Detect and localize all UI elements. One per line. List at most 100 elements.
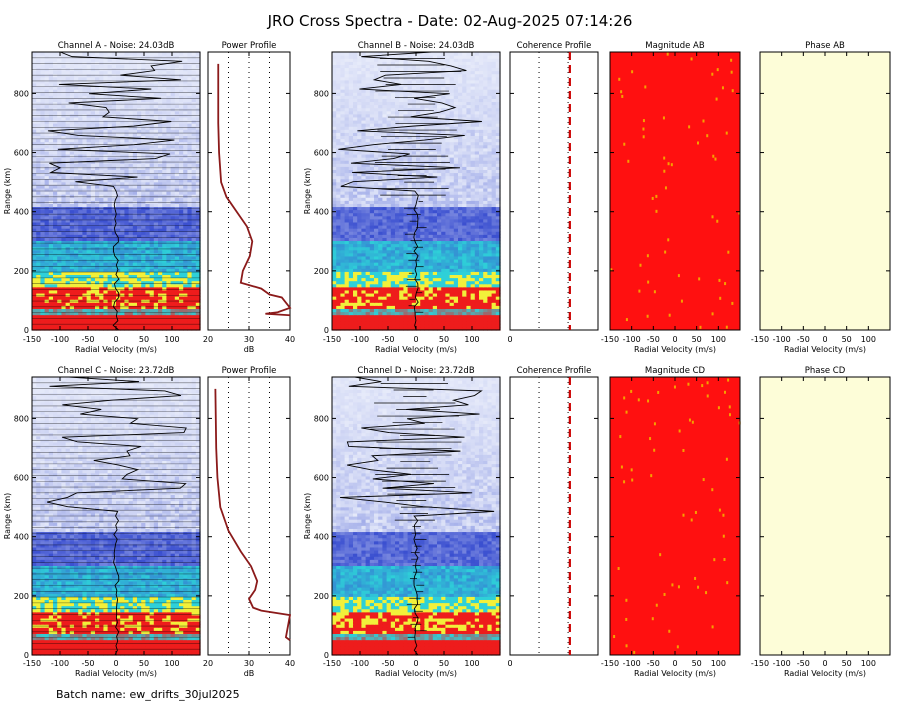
spectra-cell <box>53 320 58 325</box>
spectra-cell <box>183 209 188 214</box>
spectra-cell <box>107 280 113 285</box>
spectra-cell <box>183 292 188 297</box>
spectra-cell <box>78 246 83 251</box>
spectra-cell <box>86 215 92 220</box>
spectra-cell <box>103 283 109 288</box>
spectra-cell <box>103 249 109 254</box>
spectra-cell <box>162 224 167 229</box>
spectra-cell <box>158 268 163 272</box>
spectra-cell <box>48 296 54 300</box>
spectra-cell <box>183 262 188 266</box>
spectra-cell <box>124 240 130 245</box>
spectra-cell <box>69 277 75 282</box>
spectra-cell <box>103 237 109 242</box>
spectra-cell <box>124 249 130 254</box>
spectra-cell <box>166 271 172 275</box>
spectra-cell <box>166 292 172 297</box>
spectra-cell <box>174 234 180 238</box>
spectra-cell <box>74 231 79 235</box>
spectra-cell <box>153 246 159 251</box>
spectra-cell <box>187 296 193 300</box>
spectra-cell <box>61 268 67 272</box>
spectra-cell <box>195 231 201 235</box>
spectra-cell <box>74 52 79 56</box>
spectra-cell <box>158 215 163 220</box>
spectra-cell <box>162 249 167 254</box>
channel-b-panel: Channel B - Noise: 24.03dB-150 -100 -50 0 50… <box>303 41 501 354</box>
spectra-cell <box>32 289 37 294</box>
spectra-cell <box>170 262 176 266</box>
spectra-cell <box>191 228 197 232</box>
spectra-cell <box>174 240 180 245</box>
spectra-cell <box>57 302 62 306</box>
spectra-cell <box>149 286 155 291</box>
spectra-cell <box>65 274 71 279</box>
spectra-cell <box>153 52 159 56</box>
spectra-cell <box>174 292 180 297</box>
spectra-cell <box>69 218 75 223</box>
spectra-cell <box>153 243 159 248</box>
spectra-cell <box>166 265 172 269</box>
spectra-cell <box>124 311 130 316</box>
spectra-cell <box>107 240 113 245</box>
spectra-cell <box>82 258 88 263</box>
spectra-cell <box>36 224 41 229</box>
spectra-cell <box>69 286 75 291</box>
spectra-cell <box>48 289 54 294</box>
spectra-cell <box>36 258 41 263</box>
spectra-cell <box>95 237 100 242</box>
spectra-cell <box>78 231 83 235</box>
spectra-cell <box>166 283 172 288</box>
y-tick-label: 200 <box>14 267 29 276</box>
spectra-cell <box>183 218 188 223</box>
spectra-cell <box>69 221 75 226</box>
spectra-cell <box>141 283 146 288</box>
spectra-cell <box>132 262 138 266</box>
spectra-cell <box>166 323 172 328</box>
spectra-cell <box>111 262 117 266</box>
spectra-cell <box>183 243 188 248</box>
spectra-cell <box>74 258 79 263</box>
spectra-cell <box>40 314 46 319</box>
spectra-cell <box>128 292 134 297</box>
spectra-cell <box>195 326 201 331</box>
spectra-cell <box>166 268 172 272</box>
spectra-cell <box>86 52 92 56</box>
spectra-cell <box>145 246 151 251</box>
spectra-cell <box>111 326 117 331</box>
spectra-cell <box>53 265 58 269</box>
spectra-cell <box>187 224 193 229</box>
spectra-cell <box>44 277 50 282</box>
spectra-cell <box>36 249 41 254</box>
spectra-cell <box>82 314 88 319</box>
spectra-cell <box>187 317 193 322</box>
spectra-cell <box>132 296 138 300</box>
spectra-cell <box>145 221 151 226</box>
spectra-cell <box>191 240 197 245</box>
spectra-cell <box>103 265 109 269</box>
spectra-cell <box>48 323 54 328</box>
spectra-cell <box>99 234 104 238</box>
spectra-cell <box>65 311 71 316</box>
spectra-cell <box>187 308 193 313</box>
spectra-cell <box>166 218 172 223</box>
spectra-cell <box>65 271 71 275</box>
spectra-cell <box>137 218 142 223</box>
spectra-cell <box>103 286 109 291</box>
spectra-cell <box>111 255 117 260</box>
spectra-cell <box>111 258 117 263</box>
spectra-cell <box>162 274 167 279</box>
spectra-cell <box>183 228 188 232</box>
spectra-cell <box>120 292 125 297</box>
spectra-cell <box>145 262 151 266</box>
spectra-cell <box>179 283 184 288</box>
spectra-cell <box>149 289 155 294</box>
spectra-cell <box>36 231 41 235</box>
spectra-cell <box>32 224 37 229</box>
spectra-cell <box>95 246 100 251</box>
spectra-cell <box>74 280 79 285</box>
spectra-cell <box>82 311 88 316</box>
spectra-cell <box>158 246 163 251</box>
spectra-cell <box>74 311 79 316</box>
spectra-cell <box>174 314 180 319</box>
